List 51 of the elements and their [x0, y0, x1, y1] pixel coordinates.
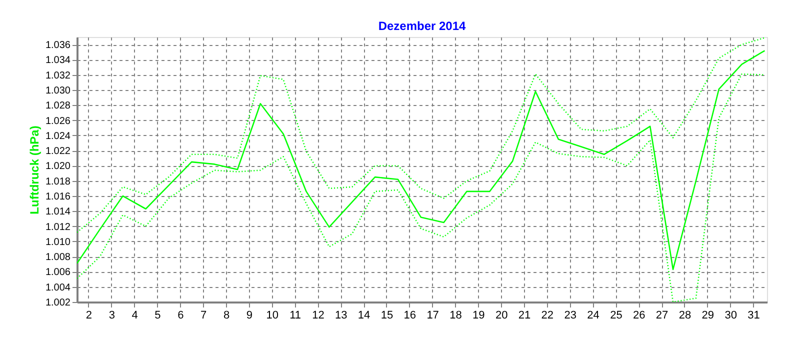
y-tick-label: 1.026 [45, 116, 71, 127]
y-tick-label: 1.016 [45, 192, 71, 202]
x-tick-label: 30 [724, 310, 737, 322]
x-tick-label: 27 [656, 310, 668, 322]
x-tick-label: 8 [223, 310, 230, 322]
line-series [77, 37, 766, 233]
y-tick-label: 1.012 [45, 222, 71, 233]
y-tick-label: 1.024 [45, 130, 71, 142]
x-tick-label: 28 [678, 310, 692, 322]
x-tick-label: 16 [404, 310, 416, 322]
x-tick-label: 26 [633, 310, 646, 322]
x-tick-label: 18 [450, 310, 462, 322]
x-tick-label: 31 [748, 310, 760, 322]
x-tick-label: 19 [472, 310, 485, 322]
chart-title: Dezember 2014 [378, 19, 466, 33]
y-tick-label: 1.036 [45, 40, 71, 52]
x-tick-label: 23 [564, 310, 576, 322]
y-tick-label: 1.010 [45, 236, 71, 248]
y-tick-label: 1.018 [45, 176, 71, 188]
y-tick-label: 1.002 [45, 298, 71, 308]
x-tick-label: 7 [200, 310, 207, 322]
x-tick-label: 2 [86, 310, 92, 322]
y-tick-label: 1.030 [45, 86, 71, 96]
y-tick-label: 1.020 [45, 161, 71, 172]
x-tick-label: 14 [358, 310, 370, 322]
y-tick-label: 1.008 [45, 252, 71, 264]
y-tick-label: 1.028 [45, 100, 71, 112]
x-tick-label: 24 [587, 310, 600, 322]
x-tick-label: 3 [108, 310, 115, 322]
y-tick-label: 1.034 [45, 55, 71, 66]
y-tick-label: 1.032 [45, 70, 71, 82]
y-tick-label: 1.006 [45, 267, 71, 278]
x-tick-label: 20 [495, 310, 508, 322]
x-tick-label: 25 [610, 310, 622, 322]
x-tick-label: 9 [246, 310, 252, 322]
y-tick-label: 1.014 [45, 206, 71, 218]
x-tick-label: 6 [178, 310, 184, 322]
y-tick-label: 1.004 [45, 282, 71, 294]
x-tick-label: 29 [702, 310, 714, 322]
x-tick-label: 13 [334, 310, 348, 322]
x-tick-label: 12 [312, 310, 324, 322]
x-tick-label: 11 [290, 310, 301, 322]
x-tick-label: 5 [154, 310, 161, 322]
y-tick-label: 1.022 [45, 146, 71, 158]
x-tick-label: 10 [266, 310, 278, 322]
y-axis-title: Luftdruck (hPa) [27, 126, 42, 214]
x-tick-label: 17 [426, 310, 439, 322]
x-tick-label: 22 [541, 310, 554, 322]
x-tick-label: 4 [132, 310, 138, 322]
x-tick-label: 15 [380, 310, 394, 322]
x-tick-label: 21 [518, 310, 531, 322]
